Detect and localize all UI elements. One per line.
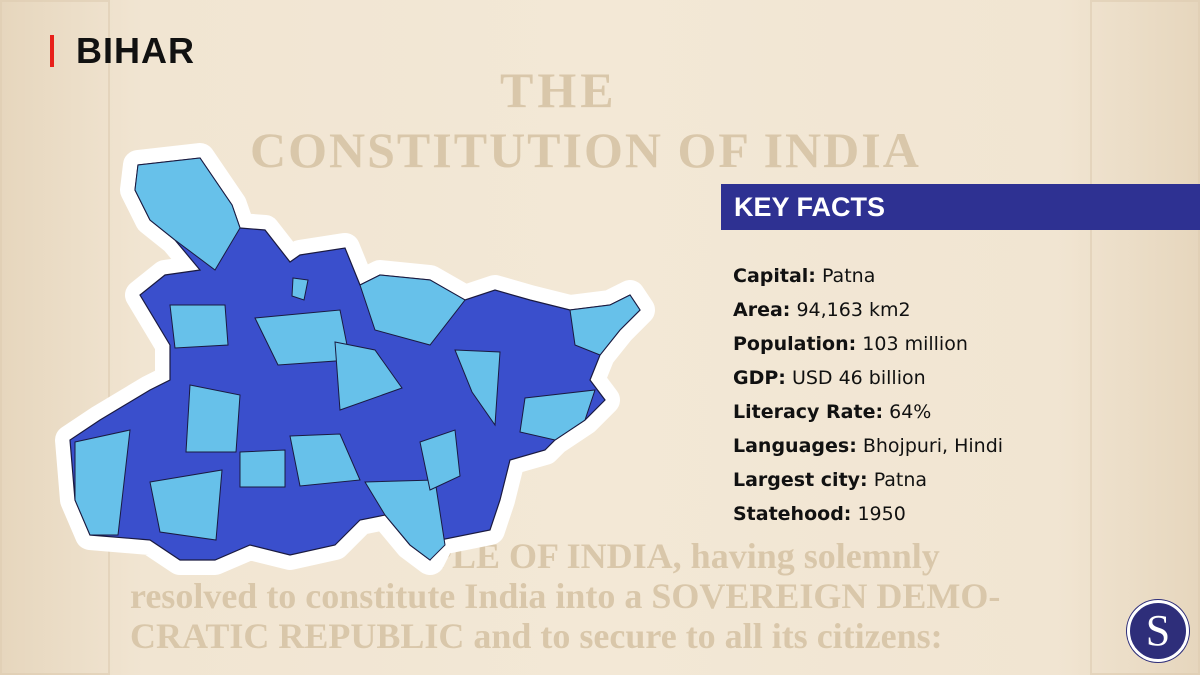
district-light-10 [74, 429, 131, 536]
fact-value: 1950 [857, 503, 906, 525]
fact-label: Statehood: [733, 503, 852, 525]
district-light-2 [169, 304, 229, 349]
fact-value: 103 million [862, 333, 968, 355]
fact-value: Bhojpuri, Hindi [862, 435, 1004, 457]
district-light-16 [291, 277, 309, 301]
fact-languages: Languages: Bhojpuri, Hindi [733, 432, 1133, 466]
fact-value: Patna [873, 469, 928, 491]
district-light-7 [519, 389, 596, 441]
fact-literacy: Literacy Rate: 64% [733, 398, 1133, 432]
page-title: BIHAR [50, 30, 195, 72]
fact-label: Largest city: [733, 469, 868, 491]
bihar-district-map [55, 143, 655, 575]
fact-label: Population: [733, 333, 857, 355]
fact-largest-city: Largest city: Patna [733, 466, 1133, 500]
bg-text-the: THE [500, 62, 618, 118]
district-light-6 [454, 349, 501, 427]
left-ornament [0, 0, 110, 675]
fact-value: 64% [889, 401, 932, 423]
fact-value: USD 46 billion [791, 367, 926, 389]
fact-population: Population: 103 million [733, 330, 1133, 364]
key-facts-heading: KEY FACTS [721, 184, 1200, 230]
fact-label: Languages: [733, 435, 857, 457]
district-light-8 [334, 341, 403, 411]
district-light-13 [289, 433, 361, 487]
bg-text-republic: CRATIC REPUBLIC and to secure to all its… [130, 616, 943, 656]
district-light-4 [359, 274, 466, 346]
title-accent-bar [50, 35, 54, 67]
district-light-9 [185, 384, 241, 453]
district-light-15 [419, 429, 461, 491]
bg-text-people: PLE OF INDIA, having solemnly [430, 536, 940, 576]
title-text: BIHAR [76, 30, 195, 71]
district-light-12 [239, 449, 286, 488]
fact-capital: Capital: Patna [733, 262, 1133, 296]
district-light-1 [134, 157, 241, 271]
district-light-11 [149, 469, 223, 541]
right-ornament [1090, 0, 1200, 675]
fact-value: Patna [821, 265, 876, 287]
fact-statehood: Statehood: 1950 [733, 500, 1133, 534]
bg-text-resolved: resolved to constitute India into a SOVE… [130, 576, 1001, 616]
brand-logo: S [1127, 600, 1189, 662]
fact-area: Area: 94,163 km2 [733, 296, 1133, 330]
bg-text-preamble: PLE OF INDIA, having solemnly resolved t… [130, 536, 1110, 656]
fact-gdp: GDP: USD 46 billion [733, 364, 1133, 398]
fact-label: Literacy Rate: [733, 401, 884, 423]
fact-label: Area: [733, 299, 791, 321]
district-light-5 [569, 294, 641, 356]
fact-label: Capital: [733, 265, 816, 287]
fact-label: GDP: [733, 367, 786, 389]
key-facts-list: Capital: Patna Area: 94,163 km2 Populati… [733, 262, 1133, 534]
bg-text-constitution: CONSTITUTION OF INDIA [250, 122, 921, 178]
fact-value: 94,163 km2 [796, 299, 911, 321]
